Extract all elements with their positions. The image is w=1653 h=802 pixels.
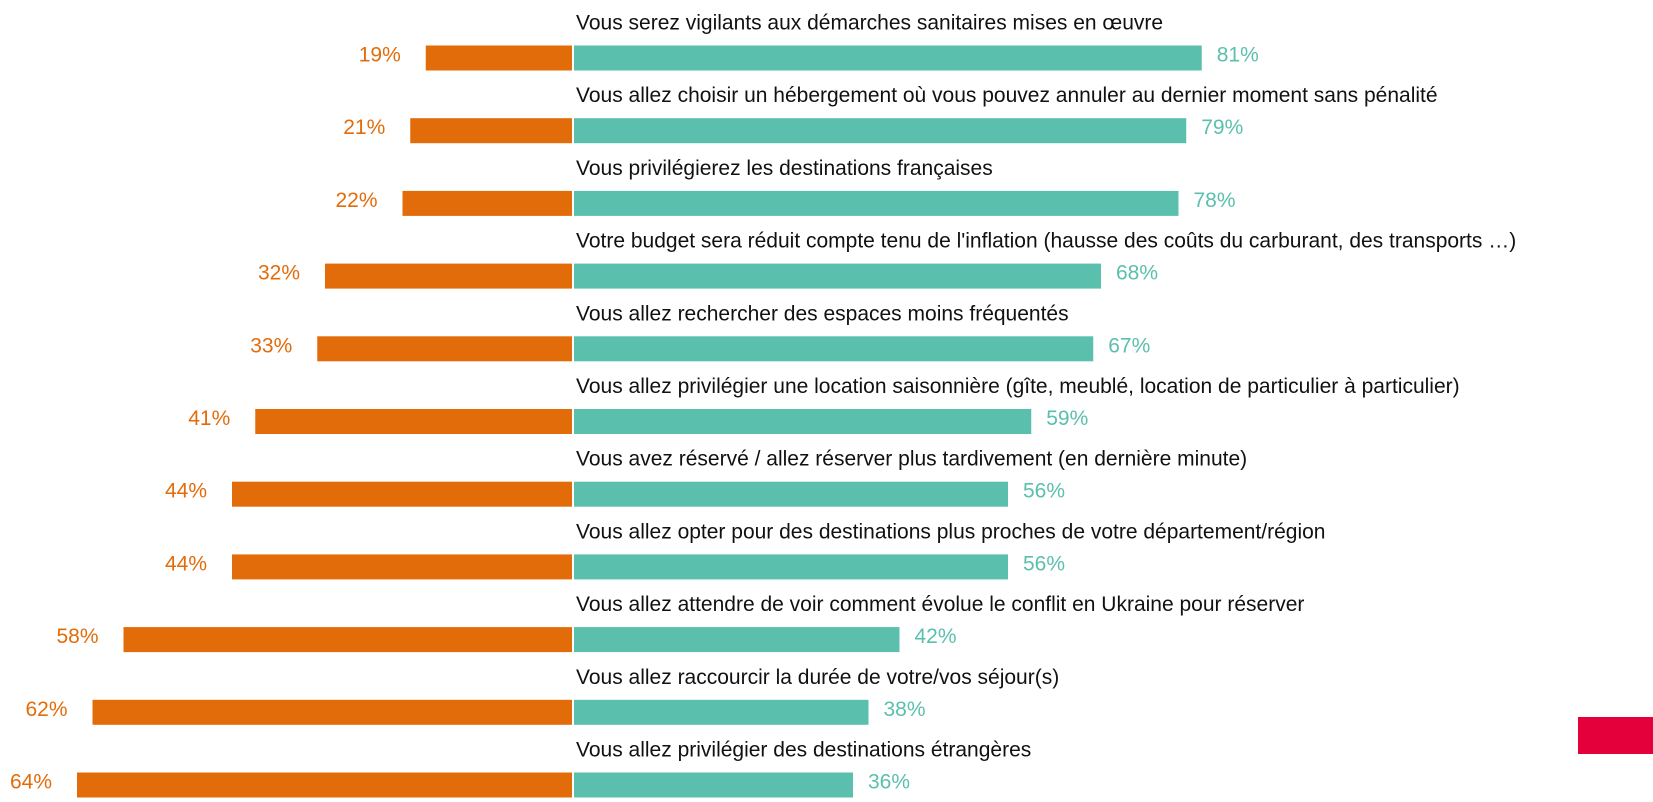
decoration: [1578, 717, 1653, 754]
value-label: 62%: [25, 698, 67, 721]
value-label: 58%: [56, 625, 98, 648]
category-label: Vous serez vigilants aux démarches sanit…: [576, 12, 1163, 35]
value-label: 19%: [359, 44, 401, 67]
category-label: Vous allez privilégier une location sais…: [576, 375, 1460, 398]
bar: [425, 45, 572, 71]
category-label: Vous allez raccourcir la durée de votre/…: [576, 666, 1059, 689]
bar: [574, 772, 853, 798]
bar: [574, 45, 1202, 71]
value-label: 81%: [1217, 44, 1259, 67]
value-label: 56%: [1023, 480, 1065, 503]
bar: [255, 409, 572, 434]
category-label: Vous allez attendre de voir comment évol…: [576, 593, 1304, 616]
bar: [574, 336, 1094, 362]
value-label: 56%: [1023, 552, 1065, 575]
value-label: 78%: [1194, 189, 1236, 212]
value-label: 79%: [1201, 116, 1243, 139]
value-label: 22%: [335, 189, 377, 212]
category-label: Vous allez rechercher des espaces moins …: [576, 302, 1069, 325]
value-label: 64%: [10, 771, 52, 794]
bar: [574, 118, 1187, 144]
bar: [574, 409, 1032, 434]
bar: [77, 772, 572, 798]
category-label: Vous privilégierez les destinations fran…: [576, 157, 993, 180]
value-label: 68%: [1116, 262, 1158, 285]
bar: [123, 627, 572, 653]
category-label: Vous allez opter pour des destinations p…: [576, 520, 1325, 543]
bar: [232, 481, 572, 507]
bar: [92, 699, 572, 725]
category-label: Vous allez choisir un hébergement où vou…: [576, 84, 1438, 107]
value-label: 59%: [1046, 407, 1088, 430]
value-label: 67%: [1108, 334, 1150, 357]
bar: [402, 190, 572, 216]
bar: [574, 699, 869, 725]
bar: [574, 190, 1179, 216]
category-label: Votre budget sera réduit compte tenu de …: [576, 230, 1516, 253]
value-label: 44%: [165, 480, 207, 503]
category-label: Vous allez privilégier des destinations …: [576, 739, 1031, 762]
bar: [232, 554, 572, 580]
bar: [574, 627, 900, 653]
value-label: 32%: [258, 262, 300, 285]
value-label: 44%: [165, 552, 207, 575]
value-label: 41%: [188, 407, 230, 430]
bar: [317, 336, 572, 362]
bar: [574, 481, 1008, 507]
category-label: Vous avez réservé / allez réserver plus …: [576, 448, 1247, 471]
value-label: 36%: [868, 771, 910, 794]
value-label: 21%: [343, 116, 385, 139]
bar: [410, 118, 572, 144]
bar: [574, 263, 1101, 289]
bar: [574, 554, 1008, 580]
bar: [325, 263, 572, 289]
value-label: 38%: [884, 698, 926, 721]
value-label: 33%: [250, 334, 292, 357]
value-label: 42%: [915, 625, 957, 648]
